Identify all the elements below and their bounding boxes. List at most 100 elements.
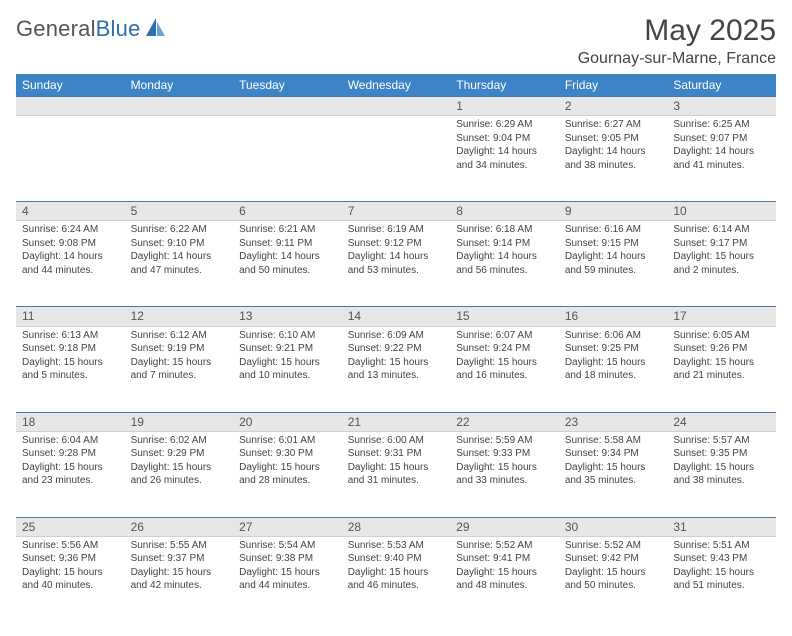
daylight-text: and 33 minutes. [456,474,553,488]
day-details-cell: Sunrise: 5:54 AMSunset: 9:38 PMDaylight:… [233,536,342,622]
day-number: 23 [565,415,578,429]
sunrise-text: Sunrise: 6:18 AM [456,223,553,237]
daylight-text: and 31 minutes. [348,474,445,488]
sunrise-text: Sunrise: 6:00 AM [348,434,445,448]
sunset-text: Sunset: 9:24 PM [456,342,553,356]
day-number: 2 [565,99,572,113]
details-row: Sunrise: 6:04 AMSunset: 9:28 PMDaylight:… [16,431,776,517]
sunset-text: Sunset: 9:22 PM [348,342,445,356]
daylight-text: and 5 minutes. [22,369,119,383]
brand-part1: General [16,16,96,41]
day-number: 7 [348,204,355,218]
sunset-text: Sunset: 9:25 PM [565,342,662,356]
sunrise-text: Sunrise: 5:59 AM [456,434,553,448]
sunrise-text: Sunrise: 5:53 AM [348,539,445,553]
month-title: May 2025 [578,14,776,48]
day-number: 13 [239,309,252,323]
daynum-row: 123 [16,97,776,116]
brand-text: GeneralBlue [16,16,141,42]
daylight-text: Daylight: 15 hours [348,461,445,475]
sunrise-text: Sunrise: 6:22 AM [131,223,228,237]
day-number: 24 [673,415,686,429]
sunset-text: Sunset: 9:40 PM [348,552,445,566]
day-number-cell: 12 [125,307,234,326]
daylight-text: Daylight: 15 hours [239,566,336,580]
daylight-text: Daylight: 15 hours [565,566,662,580]
sunrise-text: Sunrise: 6:12 AM [131,329,228,343]
daylight-text: Daylight: 15 hours [673,461,770,475]
daylight-text: and 41 minutes. [673,159,770,173]
day-number: 28 [348,520,361,534]
daylight-text: Daylight: 15 hours [348,566,445,580]
daylight-text: and 35 minutes. [565,474,662,488]
day-number-cell [342,97,451,116]
daylight-text: Daylight: 15 hours [22,566,119,580]
day-details-cell: Sunrise: 5:51 AMSunset: 9:43 PMDaylight:… [667,536,776,622]
daylight-text: Daylight: 14 hours [456,145,553,159]
daynum-row: 25262728293031 [16,517,776,536]
day-number-cell: 16 [559,307,668,326]
daylight-text: Daylight: 15 hours [673,566,770,580]
sunrise-text: Sunrise: 6:04 AM [22,434,119,448]
weekday-header: Wednesday [342,74,451,97]
daylight-text: and 38 minutes. [565,159,662,173]
day-details-cell: Sunrise: 5:52 AMSunset: 9:41 PMDaylight:… [450,536,559,622]
daylight-text: and 21 minutes. [673,369,770,383]
daylight-text: Daylight: 15 hours [456,461,553,475]
day-number: 5 [131,204,138,218]
sunset-text: Sunset: 9:07 PM [673,132,770,146]
day-number: 20 [239,415,252,429]
day-details-cell: Sunrise: 6:25 AMSunset: 9:07 PMDaylight:… [667,116,776,202]
calendar-body: 123Sunrise: 6:29 AMSunset: 9:04 PMDaylig… [16,97,776,623]
sunset-text: Sunset: 9:35 PM [673,447,770,461]
day-number: 31 [673,520,686,534]
day-number: 16 [565,309,578,323]
day-number: 14 [348,309,361,323]
day-details-cell: Sunrise: 5:57 AMSunset: 9:35 PMDaylight:… [667,431,776,517]
day-details-cell: Sunrise: 6:10 AMSunset: 9:21 PMDaylight:… [233,326,342,412]
day-details-cell: Sunrise: 6:02 AMSunset: 9:29 PMDaylight:… [125,431,234,517]
sunset-text: Sunset: 9:21 PM [239,342,336,356]
sunrise-text: Sunrise: 5:52 AM [565,539,662,553]
weekday-header: Saturday [667,74,776,97]
day-details-cell [233,116,342,202]
daylight-text: and 10 minutes. [239,369,336,383]
day-number: 15 [456,309,469,323]
daylight-text: and 56 minutes. [456,264,553,278]
sunset-text: Sunset: 9:05 PM [565,132,662,146]
sunrise-text: Sunrise: 6:27 AM [565,118,662,132]
details-row: Sunrise: 6:13 AMSunset: 9:18 PMDaylight:… [16,326,776,412]
daylight-text: and 53 minutes. [348,264,445,278]
daylight-text: and 46 minutes. [348,579,445,593]
day-number: 17 [673,309,686,323]
daynum-row: 18192021222324 [16,412,776,431]
daylight-text: and 2 minutes. [673,264,770,278]
daylight-text: Daylight: 15 hours [131,461,228,475]
day-details-cell: Sunrise: 6:12 AMSunset: 9:19 PMDaylight:… [125,326,234,412]
daylight-text: Daylight: 15 hours [22,356,119,370]
day-number-cell: 26 [125,517,234,536]
daylight-text: and 26 minutes. [131,474,228,488]
day-number: 19 [131,415,144,429]
day-number: 27 [239,520,252,534]
daylight-text: and 34 minutes. [456,159,553,173]
day-number-cell: 23 [559,412,668,431]
daylight-text: and 51 minutes. [673,579,770,593]
day-details-cell [16,116,125,202]
day-details-cell: Sunrise: 5:58 AMSunset: 9:34 PMDaylight:… [559,431,668,517]
daylight-text: and 44 minutes. [22,264,119,278]
day-details-cell: Sunrise: 5:59 AMSunset: 9:33 PMDaylight:… [450,431,559,517]
sunrise-text: Sunrise: 6:13 AM [22,329,119,343]
sunrise-text: Sunrise: 6:14 AM [673,223,770,237]
daylight-text: Daylight: 15 hours [131,356,228,370]
brand-logo: GeneralBlue [16,14,167,42]
day-details-cell [125,116,234,202]
day-number: 11 [22,309,34,323]
day-details-cell: Sunrise: 6:16 AMSunset: 9:15 PMDaylight:… [559,221,668,307]
day-details-cell: Sunrise: 6:13 AMSunset: 9:18 PMDaylight:… [16,326,125,412]
sunset-text: Sunset: 9:18 PM [22,342,119,356]
daylight-text: and 50 minutes. [239,264,336,278]
sunset-text: Sunset: 9:04 PM [456,132,553,146]
day-details-cell: Sunrise: 6:24 AMSunset: 9:08 PMDaylight:… [16,221,125,307]
day-details-cell: Sunrise: 5:56 AMSunset: 9:36 PMDaylight:… [16,536,125,622]
